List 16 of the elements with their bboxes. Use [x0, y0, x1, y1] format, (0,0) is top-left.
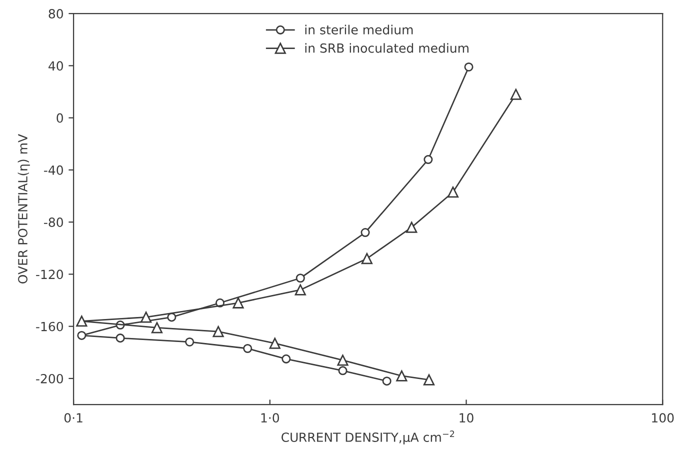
y-tick-label: -200	[36, 374, 63, 384]
x-tick-label: 0·1	[64, 413, 82, 423]
y-tick-label: 40	[48, 61, 63, 71]
legend-label: in sterile medium	[305, 24, 413, 34]
y-tick-label: -40	[44, 165, 63, 175]
y-tick-label: -120	[36, 270, 63, 280]
x-tick-label: 1·0	[261, 413, 280, 423]
legend-label: in SRB inoculated medium	[305, 43, 468, 53]
y-tick-label: 0	[56, 113, 63, 123]
y-tick-label: 80	[48, 9, 63, 18]
y-tick-label: -160	[36, 322, 63, 332]
x-tick-label: 100	[652, 413, 674, 423]
y-axis-title: OVER POTENTIAL(η) mV	[18, 134, 30, 284]
x-tick-label: 10	[460, 413, 474, 423]
y-tick-label: -80	[44, 218, 63, 228]
x-axis-title: CURRENT DENSITY,μA cm$^{−2}$	[282, 430, 454, 444]
